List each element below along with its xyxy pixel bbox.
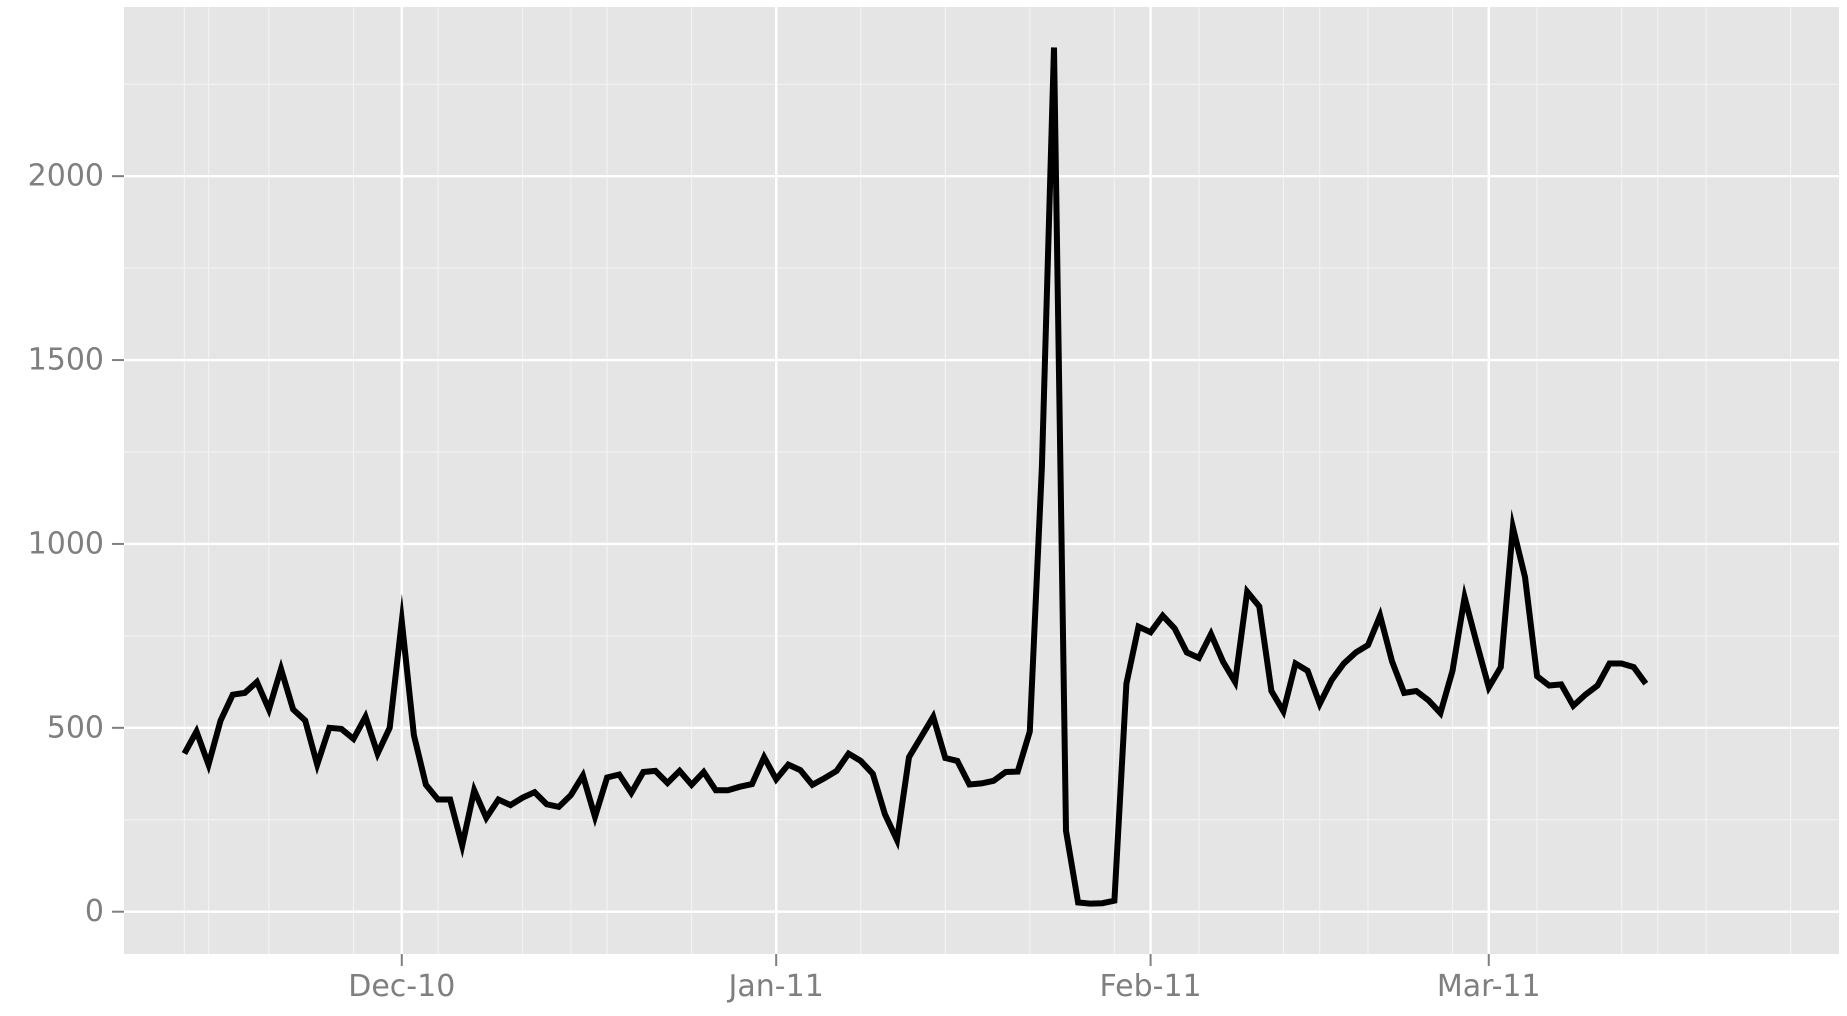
y-tick-label: 500 <box>47 710 104 745</box>
x-tick-label: Dec-10 <box>348 969 455 1004</box>
x-axis: Dec-10 Jan-11 Feb-11 Mar-11 <box>348 954 1541 1004</box>
x-tick-label: Feb-11 <box>1100 969 1202 1004</box>
y-axis: 0 500 1000 1500 2000 <box>28 159 124 929</box>
y-tick-label: 2000 <box>28 159 104 194</box>
plot-panel <box>124 7 1839 954</box>
major-gridlines <box>124 7 1839 954</box>
series-line <box>181 47 1649 907</box>
y-tick-label: 1500 <box>28 343 104 378</box>
y-tick-label: 1000 <box>28 526 104 561</box>
x-tick-label: Mar-11 <box>1437 969 1541 1004</box>
y-tick-label: 0 <box>85 894 104 929</box>
x-tick-label: Jan-11 <box>727 969 824 1004</box>
series-layer <box>181 47 1649 907</box>
